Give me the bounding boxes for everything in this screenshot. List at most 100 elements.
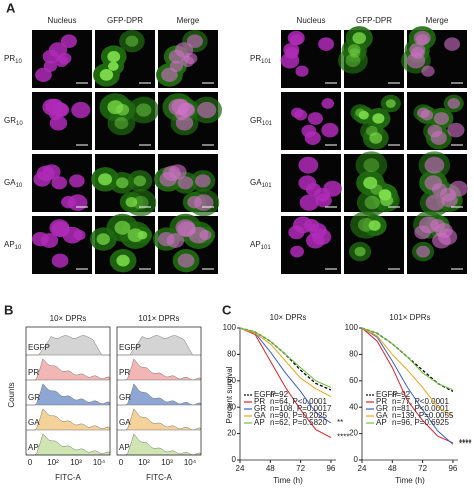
y-tick-label: 0 [354, 455, 359, 464]
nucleus [430, 219, 446, 232]
row-subscript: 101 [261, 245, 272, 251]
nucleus [433, 112, 449, 125]
nucleus [306, 232, 325, 249]
histogram-title: 10× DPRs [50, 314, 87, 323]
chart-title: 10× DPRs [270, 313, 307, 322]
legend-stats: n=139, P=0.0055 [392, 411, 454, 420]
nucleus [51, 176, 68, 190]
row-label: AP101 [250, 240, 271, 250]
histogram [117, 408, 202, 431]
survival-curve [361, 327, 454, 444]
x-tick-label: 10⁴ [184, 458, 197, 467]
nucleus [68, 194, 88, 211]
nucleus [178, 102, 196, 118]
x-axis-label: FITC-A [55, 473, 81, 482]
legend-name: GA [254, 411, 266, 420]
row-subscript: 101 [261, 59, 272, 65]
gfp-nucleus [372, 113, 385, 124]
nucleus [36, 165, 55, 182]
row-label: PR [119, 368, 130, 377]
nucleus [314, 188, 331, 202]
row-label: GR [28, 393, 40, 402]
x-tick-label: 0 [119, 458, 124, 467]
row-name: AP [4, 240, 15, 249]
row-name: GR [250, 116, 262, 125]
gfp-nucleus [125, 197, 138, 208]
nucleus [447, 122, 465, 138]
row-subscript: 10 [16, 183, 23, 189]
gfp-signal [355, 151, 388, 180]
x-axis-label: Time (h) [273, 476, 303, 485]
gfp-nucleus [363, 158, 380, 173]
y-tick-label: 0 [232, 455, 237, 464]
legend-stats: n=90, P=0.2025 [270, 411, 327, 420]
nucleus [69, 174, 85, 188]
y-tick-label: 100 [223, 323, 237, 332]
gfp-signal [119, 30, 145, 53]
nucleus [304, 219, 320, 232]
row-name: GA [4, 178, 16, 187]
gfp-nucleus [354, 246, 366, 257]
histogram [117, 335, 201, 356]
gfp-nucleus [133, 175, 147, 187]
gfp-nucleus [133, 195, 149, 210]
histogram [26, 408, 111, 431]
nucleus [298, 156, 319, 174]
x-tick-label: 24 [358, 464, 367, 473]
x-tick-label: 48 [266, 464, 275, 473]
gfp-nucleus [108, 61, 119, 71]
x-tick-label: 72 [418, 464, 427, 473]
row-label: PR101 [250, 54, 272, 64]
nucleus [194, 194, 214, 211]
nucleus [291, 107, 304, 118]
gfp-nucleus [114, 117, 129, 130]
nucleus [321, 98, 335, 109]
row-label: AP10 [4, 240, 22, 250]
nucleus [424, 156, 445, 174]
nucleus [177, 221, 196, 238]
gfp-nucleus [378, 189, 392, 201]
legend-name: AP [376, 418, 387, 427]
panel-letter: C [222, 302, 232, 317]
row-subscript: 101 [262, 121, 273, 127]
gfp-nucleus [137, 230, 148, 240]
gfp-nucleus [347, 44, 361, 56]
row-label: GR10 [4, 116, 23, 126]
gfp-nucleus [364, 195, 380, 210]
gfp-signal [128, 96, 160, 124]
nucleus [52, 102, 70, 118]
nucleus [57, 52, 72, 65]
row-name: PR [4, 54, 15, 63]
legend-stats: n=62, P=0.5820 [270, 418, 327, 427]
legend-stats: n=92 [270, 390, 289, 399]
survival-curve [361, 327, 454, 445]
panel-letter: A [6, 0, 16, 15]
nucleus [197, 101, 217, 119]
frame [25, 326, 111, 456]
significance: ** [337, 418, 343, 427]
gfp-signal [125, 189, 157, 217]
x-tick-label: 10² [138, 458, 150, 467]
histogram [117, 383, 202, 406]
gfp-nucleus [116, 104, 130, 116]
row-subscript: 10 [16, 121, 23, 127]
legend-name: EGFP [376, 390, 398, 399]
gfp-nucleus [368, 220, 381, 231]
row-label: PR10 [4, 54, 22, 64]
nucleus [440, 188, 457, 202]
gfp-nucleus [116, 177, 129, 189]
nucleus [284, 47, 299, 59]
nucleus [290, 245, 305, 258]
gfp-nucleus [369, 132, 383, 144]
nucleus [416, 245, 431, 258]
nucleus [413, 30, 431, 46]
row-name: AP [250, 240, 261, 249]
y-tick-label: 40 [227, 402, 236, 411]
nucleus [195, 174, 211, 188]
nucleus [177, 176, 194, 190]
row-subscript: 10 [15, 59, 22, 65]
gfp-nucleus [349, 48, 361, 58]
gfp-nucleus [136, 103, 152, 117]
survival-curve [239, 327, 332, 439]
nucleus [71, 101, 91, 119]
